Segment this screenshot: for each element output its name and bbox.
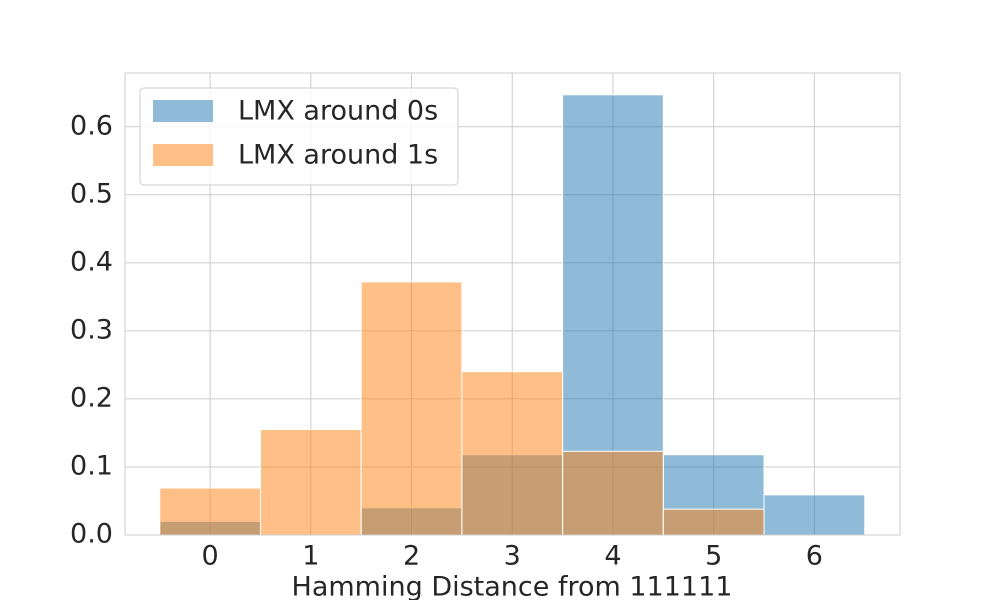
y-tick-label: 0.6 — [70, 110, 113, 141]
y-tick-label: 0.4 — [70, 246, 113, 277]
x-tick-label: 1 — [302, 541, 319, 572]
y-tick-label: 0.1 — [70, 450, 113, 481]
bar — [259, 429, 362, 536]
x-tick-label: 4 — [604, 541, 621, 572]
legend-label: LMX around 0s — [238, 96, 438, 127]
legend-swatch — [153, 100, 213, 122]
x-tick-label: 0 — [202, 541, 219, 572]
bar — [662, 508, 765, 536]
y-tick-label: 0.2 — [70, 382, 113, 413]
bar — [461, 371, 564, 536]
bar — [562, 450, 664, 536]
y-tick-label: 0.3 — [70, 314, 113, 345]
bar — [763, 494, 866, 536]
legend-swatch — [153, 144, 213, 166]
bar — [159, 487, 261, 536]
x-axis-label: Hamming Distance from 111111 — [292, 572, 733, 600]
bar — [360, 281, 463, 536]
x-tick-label: 2 — [403, 541, 420, 572]
y-tick-label: 0.0 — [70, 519, 113, 550]
x-tick-label: 6 — [806, 541, 823, 572]
y-tick-label: 0.5 — [70, 178, 113, 209]
x-tick-label: 3 — [504, 541, 521, 572]
plot-frame — [124, 72, 901, 536]
x-tick-label: 5 — [705, 541, 722, 572]
legend-label: LMX around 1s — [238, 140, 438, 171]
legend-box — [139, 87, 459, 186]
